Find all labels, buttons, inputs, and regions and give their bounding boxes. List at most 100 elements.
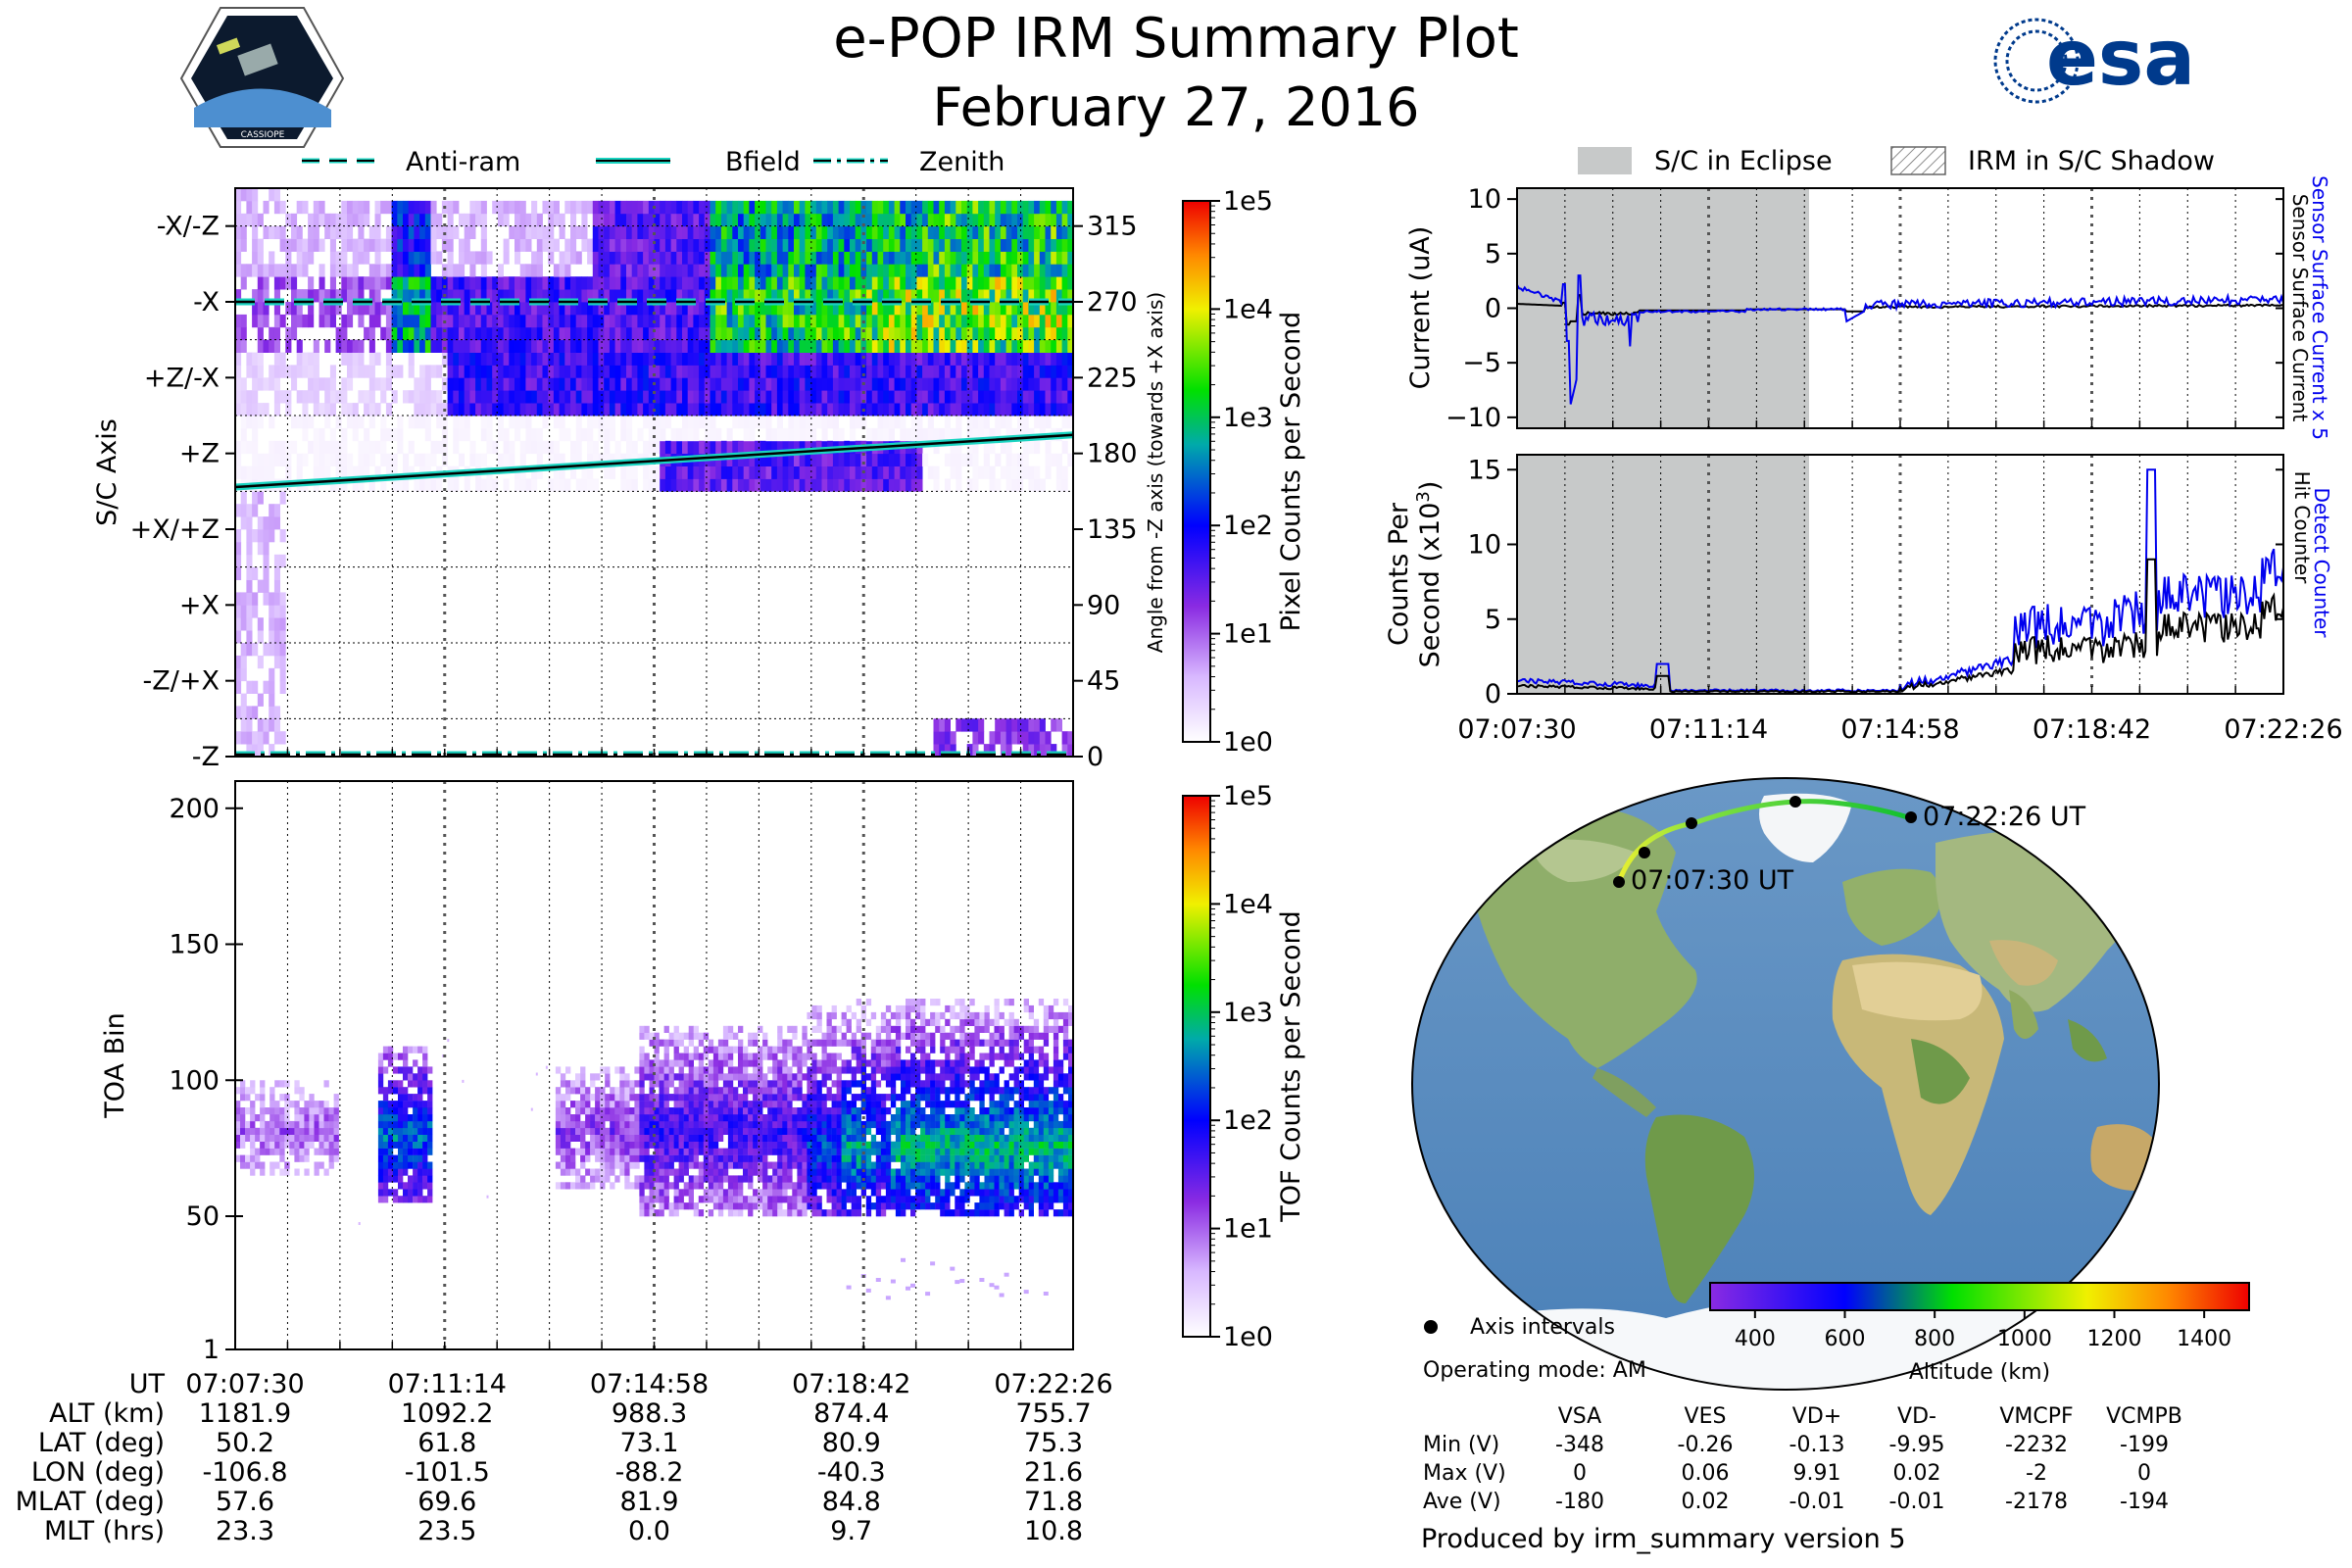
toa-tick: 100 — [169, 1065, 220, 1096]
operating-mode: Operating mode: AM — [1423, 1358, 1646, 1383]
toa-tick: 50 — [186, 1201, 220, 1232]
current-right-label-black: Sensor Surface Current — [2288, 194, 2312, 422]
sc-axis-tick: +Z — [179, 439, 220, 469]
altitude-tick: 800 — [1914, 1327, 1955, 1351]
ephemeris-value: 80.9 — [822, 1428, 881, 1458]
voltage-column-header: VES — [1685, 1404, 1727, 1429]
angle-tick: 0 — [1087, 742, 1103, 772]
ephemeris-value: -106.8 — [202, 1457, 287, 1488]
altitude-tick: 1200 — [2087, 1327, 2142, 1351]
track-point-3 — [1686, 817, 1697, 829]
ephemeris-value: 10.8 — [1024, 1516, 1083, 1546]
ephemeris-value: 23.5 — [417, 1516, 476, 1546]
ephemeris-value: 57.6 — [216, 1487, 274, 1517]
toa-tick: 150 — [169, 930, 220, 960]
voltage-value: -0.13 — [1789, 1433, 1845, 1457]
toa-tick: 1 — [203, 1335, 220, 1365]
angle-tick: 270 — [1087, 287, 1138, 318]
cassiope-logo: CASSIOPE — [179, 7, 345, 148]
ephemeris-value: 07:22:26 — [994, 1369, 1112, 1399]
voltage-column-header: VD+ — [1792, 1404, 1841, 1429]
altitude-tick: 400 — [1735, 1327, 1776, 1351]
ephemeris-value: 07:07:30 — [185, 1369, 304, 1399]
colorbar-tick: 1e1 — [1223, 619, 1273, 650]
voltage-value: 0.02 — [1893, 1461, 1941, 1486]
sc-axis-tick: +X/+Z — [130, 514, 220, 545]
toa-axis-label: TOA Bin — [100, 1012, 130, 1118]
counts-tick: 5 — [1485, 605, 1501, 635]
altitude-tick: 1400 — [2177, 1327, 2231, 1351]
sc-axis-panel: -X/-Z 315 -X 270 +Z/-X 225 +Z 180 +X/+Z 135 +X 90 -Z… — [92, 187, 1167, 772]
sc-axis-tick: -X — [193, 287, 220, 318]
time-tick: 07:18:42 — [2033, 714, 2151, 745]
voltage-column-header: VMCPF — [1999, 1404, 2073, 1429]
tof-colorbar-label: TOF Counts per Second — [1276, 910, 1306, 1223]
ephemeris-value: 1092.2 — [401, 1398, 493, 1429]
altitude-tick: 1000 — [1997, 1327, 2052, 1351]
voltage-column-header: VSA — [1558, 1404, 1601, 1429]
ephemeris-value: 755.7 — [1015, 1398, 1091, 1429]
ephemeris-value: -40.3 — [817, 1457, 886, 1488]
voltage-value: 9.91 — [1793, 1461, 1841, 1486]
pixel-colorbar-label: Pixel Counts per Second — [1276, 312, 1306, 632]
current-right-label-blue: Sensor Surface Current x 5 — [2308, 175, 2331, 440]
sc-axis-tick: +X — [179, 590, 220, 620]
colorbar-tick: 1e4 — [1223, 294, 1273, 324]
current-series-blue — [1516, 274, 2284, 405]
current-tick: −5 — [1462, 348, 1501, 378]
counts-tick: 10 — [1468, 530, 1501, 561]
counts-tick: 15 — [1468, 455, 1501, 485]
voltage-value: -2232 — [2005, 1433, 2068, 1457]
ephemeris-value: 61.8 — [417, 1428, 476, 1458]
colorbar-tick: 1e2 — [1223, 511, 1273, 541]
time-tick: 07:14:58 — [1840, 714, 1959, 745]
ephemeris-row-label: MLAT (deg) — [16, 1487, 165, 1517]
ephemeris-value: 75.3 — [1024, 1428, 1083, 1458]
angle-tick: 225 — [1087, 363, 1138, 393]
toa-panel: 200 150 100 50 1 TOA Bin — [100, 780, 1074, 1365]
legend-top-left: Anti-ram Bfield Zenith — [302, 147, 1004, 177]
ephemeris-row-label: LAT (deg) — [38, 1428, 165, 1458]
legend-bfield: Bfield — [725, 147, 801, 177]
ephemeris-value: 9.7 — [830, 1516, 872, 1546]
track-end-label: 07:22:26 UT — [1923, 802, 2086, 832]
axis-intervals-label: Axis intervals — [1470, 1315, 1615, 1340]
voltage-row-label: Min (V) — [1423, 1433, 1499, 1457]
voltage-value: -199 — [2120, 1433, 2169, 1457]
ephemeris-value: 07:14:58 — [590, 1369, 709, 1399]
tof-colorbar: 1e5 1e4 1e3 1e2 1e1 1e0 TOF Counts per Second — [1182, 781, 1306, 1352]
sc-axis-right-label: Angle from -Z axis (towards +X axis) — [1144, 292, 1167, 653]
axis-intervals-marker — [1424, 1320, 1438, 1334]
voltage-value: -0.01 — [1789, 1490, 1845, 1514]
voltage-row-label: Ave (V) — [1423, 1490, 1501, 1514]
colorbar-tick: 1e0 — [1223, 727, 1273, 758]
current-panel: 10 5 0 −5 −10 Current (uA) Sensor Surface Cu… — [1405, 175, 2331, 440]
ephemeris-value: 73.1 — [619, 1428, 678, 1458]
voltage-table: VSA VES VD+ VD- VMCPF VCMPB Min (V) -348 -0.26 -0… — [1423, 1404, 2182, 1514]
esa-logo: esa — [1993, 15, 2195, 104]
voltage-value: -2 — [2026, 1461, 2047, 1486]
ephemeris-value: 07:18:42 — [792, 1369, 910, 1399]
esa-logo-text: esa — [2046, 15, 2195, 103]
ephemeris-value: 81.9 — [619, 1487, 678, 1517]
ephemeris-value: 21.6 — [1024, 1457, 1083, 1488]
voltage-value: -0.26 — [1678, 1433, 1734, 1457]
ephemeris-row-label: MLT (hrs) — [44, 1516, 165, 1546]
time-tick: 07:07:30 — [1457, 714, 1576, 745]
toa-tick: 200 — [169, 794, 220, 824]
colorbar-tick: 1e1 — [1223, 1214, 1273, 1245]
footer: Produced by irm_summary version 5 — [1421, 1524, 1906, 1554]
colorbar-tick: 1e5 — [1223, 781, 1273, 811]
colorbar-tick: 1e2 — [1223, 1105, 1273, 1136]
voltage-column-header: VCMPB — [2106, 1404, 2182, 1429]
ephemeris-value: 874.4 — [813, 1398, 889, 1429]
altitude-label: Altitude (km) — [1909, 1360, 2050, 1385]
voltage-value: -180 — [1555, 1490, 1604, 1514]
counts-tick: 0 — [1485, 679, 1501, 710]
track-point-end — [1905, 811, 1917, 823]
voltage-value: -194 — [2120, 1490, 2169, 1514]
counts-axis-label-2: Second (x103) — [1413, 481, 1446, 668]
altitude-tick: 600 — [1825, 1327, 1866, 1351]
voltage-row-label: Max (V) — [1423, 1461, 1506, 1486]
